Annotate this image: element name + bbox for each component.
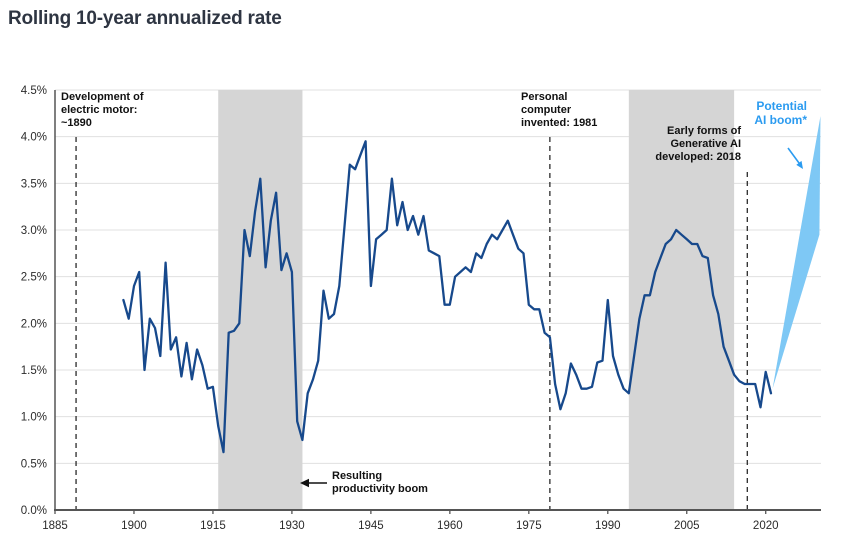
x-tick-label: 1930 (279, 520, 305, 532)
y-tick-label: 4.0% (21, 132, 47, 144)
y-tick-label: 2.5% (21, 272, 47, 284)
productivity-boom-arrowhead-icon (300, 478, 309, 488)
x-tick-label: 1990 (595, 520, 621, 532)
productivity-boom-band (628, 90, 735, 510)
productivity-boom-band (218, 90, 303, 510)
ai-boom-arrow (787, 147, 800, 164)
x-tick-label: 2005 (674, 520, 700, 532)
annotation-personal-computer: Personal computer invented: 1981 (521, 91, 598, 129)
annotation-electric-motor: Development of electric motor: ~1890 (61, 91, 144, 129)
x-tick-label: 1900 (121, 520, 147, 532)
ai-boom-arrowhead-icon (796, 160, 803, 169)
ai-projection-wedge (772, 116, 821, 389)
x-tick-label: 1915 (200, 520, 226, 532)
annotation-potential-ai-boom: Potential AI boom* (754, 99, 807, 127)
x-tick-label: 2020 (753, 520, 779, 532)
annotation-generative-ai: Early forms of Generative AI developed: … (655, 125, 741, 163)
productivity-series-line (122, 140, 773, 454)
y-tick-label: 3.5% (21, 178, 47, 190)
x-tick-label: 1885 (42, 520, 68, 532)
x-tick-label: 1975 (516, 520, 542, 532)
y-tick-label: 2.0% (21, 318, 47, 330)
y-tick-label: 3.0% (21, 225, 47, 237)
y-tick-label: 0.5% (21, 458, 47, 470)
y-tick-label: 1.0% (21, 412, 47, 424)
annotation-productivity-boom: Resulting productivity boom (332, 470, 428, 495)
x-tick-label: 1945 (358, 520, 384, 532)
page-title: Rolling 10-year annualized rate (8, 8, 282, 29)
x-tick-label: 1960 (437, 520, 463, 532)
y-tick-label: 0.0% (21, 505, 47, 517)
y-tick-label: 4.5% (21, 85, 47, 97)
y-tick-label: 1.5% (21, 365, 47, 377)
